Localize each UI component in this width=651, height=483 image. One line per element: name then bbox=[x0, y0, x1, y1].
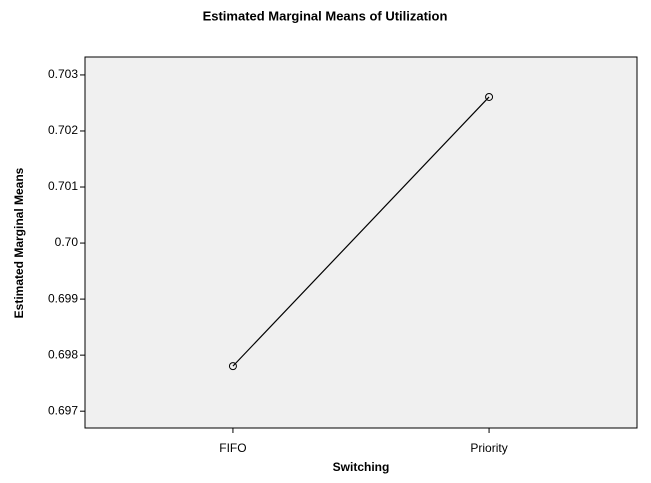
x-tick-label: FIFO bbox=[219, 441, 246, 455]
chart-title: Estimated Marginal Means of Utilization bbox=[203, 8, 448, 23]
x-tick-label: Priority bbox=[470, 441, 507, 455]
series-line bbox=[232, 96, 490, 367]
plot-area bbox=[84, 56, 638, 429]
y-tick-label: 0.70 bbox=[55, 235, 79, 249]
y-tick-label: 0.697 bbox=[48, 403, 78, 417]
y-axis-label: Estimated Marginal Means bbox=[12, 167, 26, 318]
y-tick-label: 0.702 bbox=[48, 123, 78, 137]
y-tick-label: 0.701 bbox=[48, 179, 78, 193]
y-tick-label: 0.703 bbox=[48, 67, 78, 81]
y-tick-label: 0.699 bbox=[48, 291, 78, 305]
y-tick-label: 0.698 bbox=[48, 347, 78, 361]
point-marker bbox=[228, 362, 237, 371]
point-marker bbox=[485, 92, 494, 101]
x-axis-label: Switching bbox=[333, 460, 390, 474]
